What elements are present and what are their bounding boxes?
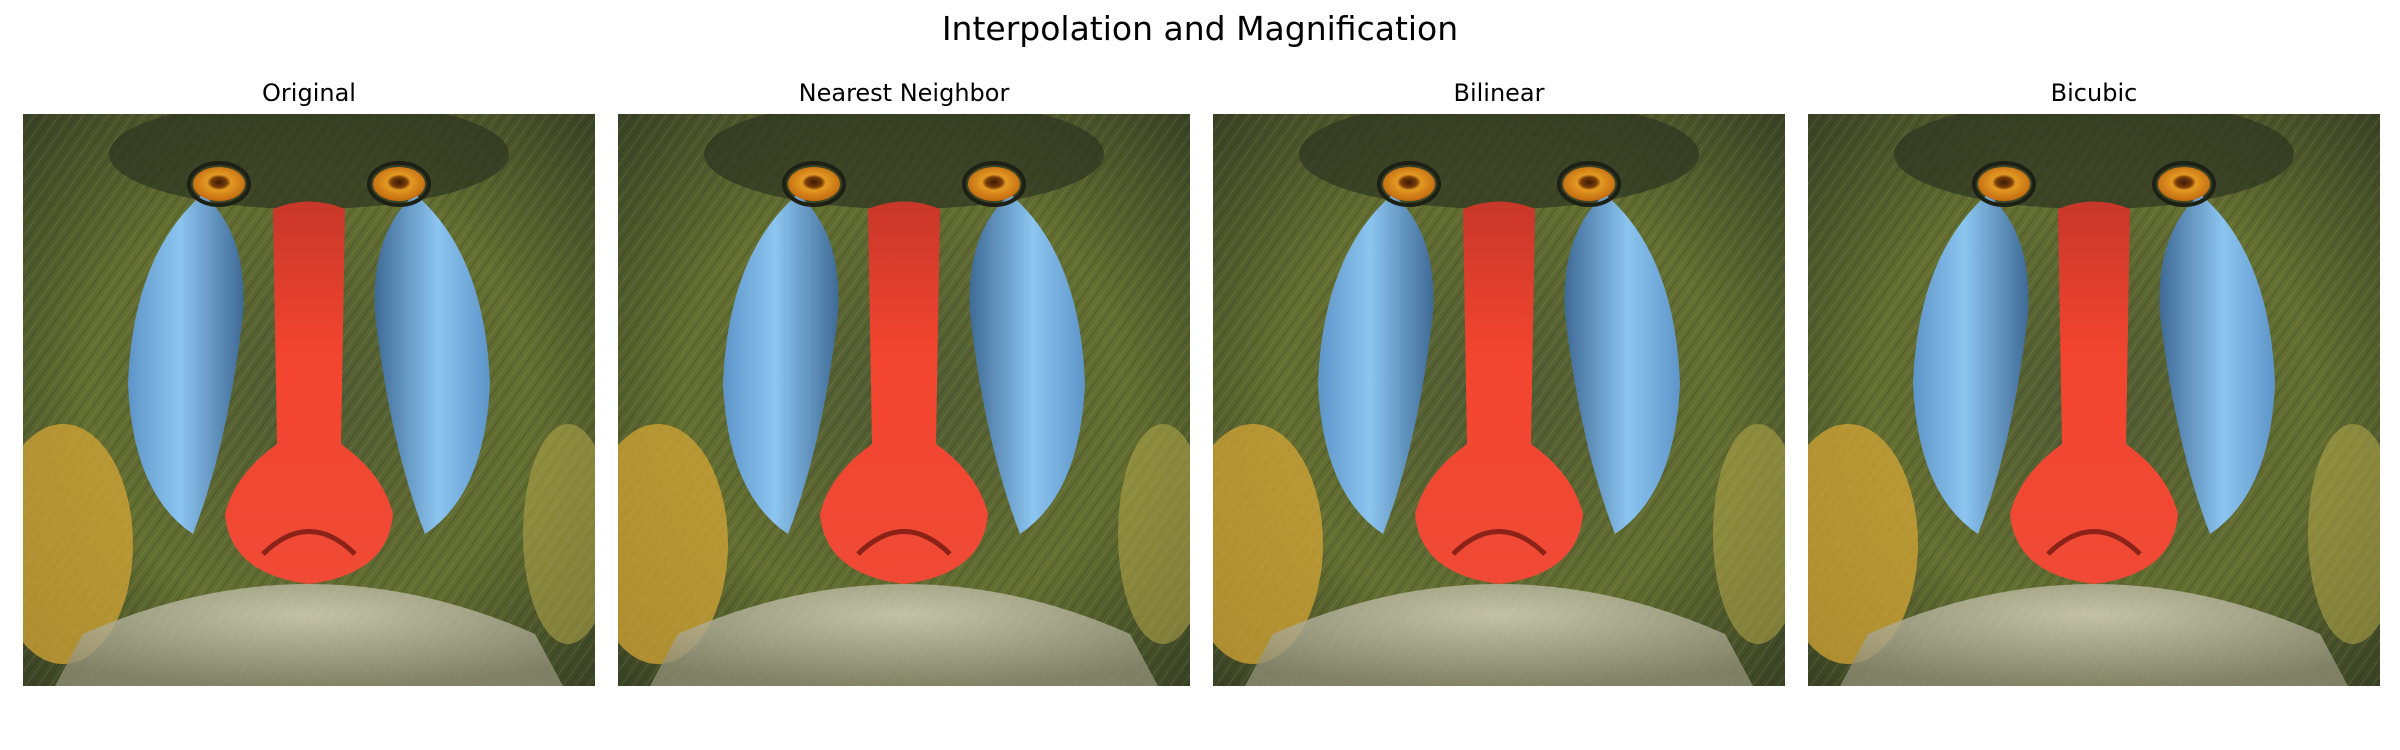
mandrill-image-nearest-neighbor <box>618 114 1190 686</box>
panel-title-original: Original <box>262 79 356 107</box>
mandrill-image-bicubic <box>1808 114 2380 686</box>
panel-title-nearest-neighbor: Nearest Neighbor <box>798 79 1010 107</box>
panel-title-bilinear: Bilinear <box>1453 79 1545 107</box>
mandrill-image-bilinear <box>1213 114 1785 686</box>
mandrill-image-original <box>23 114 595 686</box>
figure-title: Interpolation and Magnification <box>941 9 1459 48</box>
panel-title-bicubic: Bicubic <box>2050 79 2138 107</box>
